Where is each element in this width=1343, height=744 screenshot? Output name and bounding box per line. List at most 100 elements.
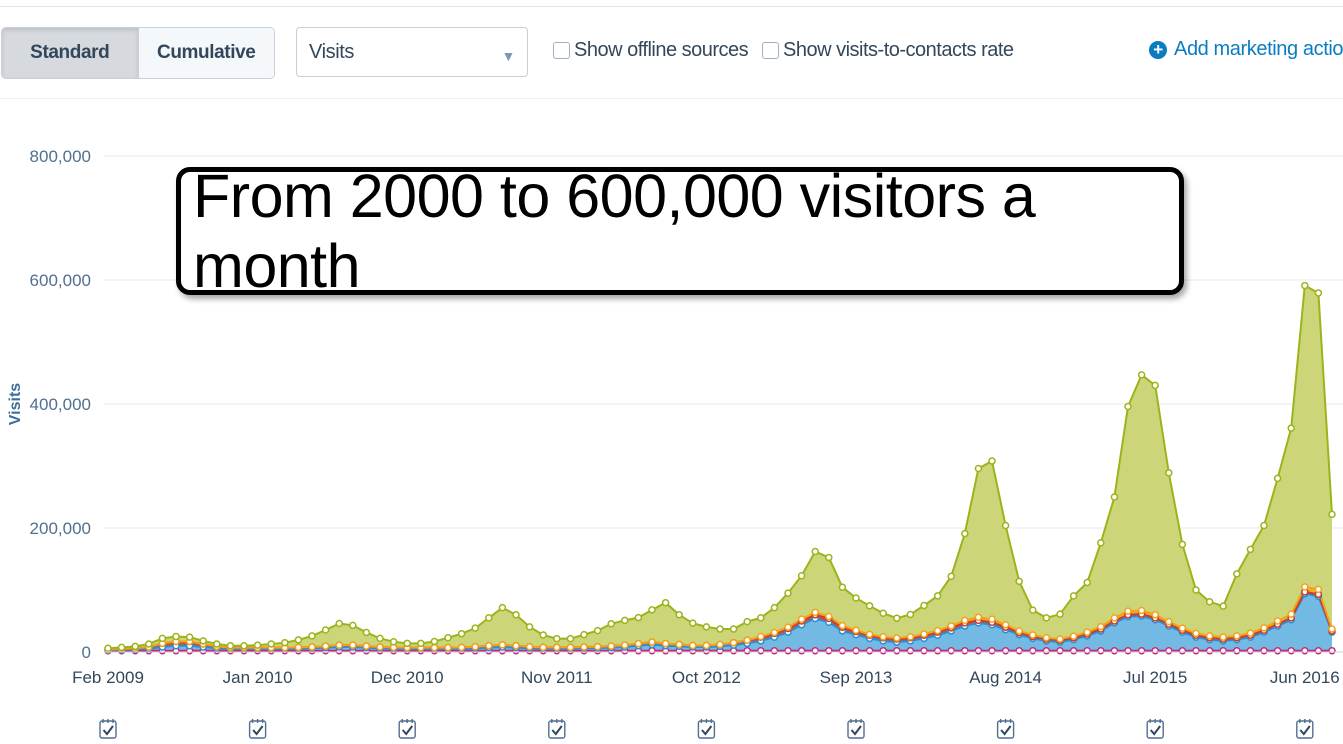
- organic-points: [104, 281, 1336, 653]
- paid-point: [947, 622, 955, 630]
- other-point: [947, 647, 955, 655]
- other-point: [1260, 647, 1268, 655]
- visits-to-contacts-checkbox[interactable]: Show visits-to-contacts rate: [762, 39, 1014, 62]
- organic-point: [349, 621, 357, 630]
- paid-point: [1328, 625, 1336, 633]
- organic-point: [566, 634, 575, 643]
- y-tick-label: 200,000: [30, 519, 91, 538]
- standard-button[interactable]: Standard: [2, 28, 138, 78]
- toolbar-divider: [0, 98, 1343, 99]
- calendar-body: [398, 720, 416, 739]
- checkbox-box[interactable]: [553, 42, 570, 59]
- other-point: [1083, 647, 1091, 655]
- x-tick-label: Dec 2010: [371, 668, 444, 687]
- other-point: [865, 647, 874, 655]
- metric-select[interactable]: Visits ▼: [296, 27, 528, 77]
- organic-point: [1165, 469, 1173, 477]
- paid-point: [689, 641, 697, 650]
- cumulative-button[interactable]: Cumulative: [137, 28, 274, 78]
- organic-point: [512, 611, 520, 619]
- paid-point: [974, 613, 983, 622]
- other-point: [879, 647, 887, 655]
- other-point: [1273, 647, 1282, 655]
- organic-point: [1137, 371, 1146, 379]
- paid-point: [566, 643, 575, 652]
- paid-point: [933, 626, 942, 635]
- organic-point: [117, 643, 126, 652]
- organic-point: [1219, 602, 1227, 610]
- offline-sources-checkbox[interactable]: Show offline sources: [553, 39, 749, 62]
- calendar-body: [697, 720, 716, 739]
- paid-point: [1205, 632, 1214, 640]
- organic-point: [716, 625, 724, 633]
- other-point: [1110, 647, 1119, 655]
- paid-point: [729, 638, 738, 647]
- other-point: [797, 647, 806, 655]
- organic-point: [1110, 493, 1119, 501]
- other-point: [1015, 647, 1023, 655]
- paid-point: [811, 608, 819, 617]
- organic-point: [825, 553, 833, 562]
- other-point: [1314, 647, 1323, 655]
- calendar-rings: [102, 719, 114, 723]
- other-point: [770, 647, 779, 655]
- paid-point: [1083, 628, 1091, 636]
- organic-point: [539, 631, 547, 639]
- y-axis-title: Visits: [7, 383, 24, 426]
- paid-point: [1042, 633, 1051, 642]
- paid-point: [376, 643, 384, 651]
- paid-point: [1069, 632, 1078, 640]
- other-point: [1205, 647, 1214, 655]
- other-point: [1069, 647, 1078, 655]
- organic-point: [865, 602, 874, 610]
- paid-point: [485, 642, 493, 650]
- paid-point: [607, 642, 615, 650]
- calendar-body: [248, 720, 267, 739]
- organic-point: [240, 642, 248, 650]
- paid-point: [593, 642, 602, 651]
- checkbox-box[interactable]: [762, 42, 779, 59]
- paid-point: [1151, 611, 1159, 619]
- calendar-rings: [251, 719, 264, 723]
- organic-point: [131, 642, 139, 651]
- paid-point: [621, 641, 629, 649]
- view-mode-toggle: Standard Cumulative: [1, 27, 275, 79]
- organic-point: [1056, 610, 1064, 618]
- organic-point: [852, 594, 860, 602]
- paid-points: [104, 583, 1336, 654]
- calendar-rings: [401, 719, 413, 723]
- other-point: [825, 647, 833, 655]
- organic-point: [1260, 521, 1268, 530]
- other-point: [1233, 647, 1241, 655]
- calendar-check-icon: [1296, 719, 1314, 739]
- other-point: [1042, 647, 1051, 655]
- paid-point: [865, 630, 874, 639]
- organic-point: [471, 624, 479, 632]
- paid-point: [1192, 629, 1200, 638]
- organic-point: [961, 529, 969, 538]
- visits-to-contacts-label: Show visits-to-contacts rate: [783, 39, 1014, 61]
- top-divider: [0, 6, 1343, 7]
- organic-point: [1205, 598, 1214, 606]
- check-mark: [252, 725, 264, 736]
- other-point: [1056, 647, 1064, 655]
- calendar-check-icon: [99, 719, 117, 739]
- add-marketing-action-link[interactable]: + Add marketing actio: [1149, 38, 1343, 61]
- organic-point: [145, 640, 153, 648]
- metric-select-value: Visits: [309, 40, 355, 63]
- organic-point: [199, 637, 207, 645]
- organic-point: [838, 583, 847, 591]
- organic-point: [498, 603, 507, 612]
- calendar-check-icon: [996, 719, 1015, 739]
- paid-point: [838, 621, 847, 630]
- add-marketing-action-label: Add marketing actio: [1174, 38, 1343, 60]
- organic-point: [403, 639, 411, 648]
- other-point: [1328, 647, 1336, 655]
- organic-point: [648, 606, 656, 614]
- organic-point: [281, 638, 289, 647]
- organic-point: [104, 644, 112, 653]
- organic-point: [988, 457, 996, 465]
- paid-point: [906, 633, 915, 641]
- other-point: [1097, 647, 1105, 655]
